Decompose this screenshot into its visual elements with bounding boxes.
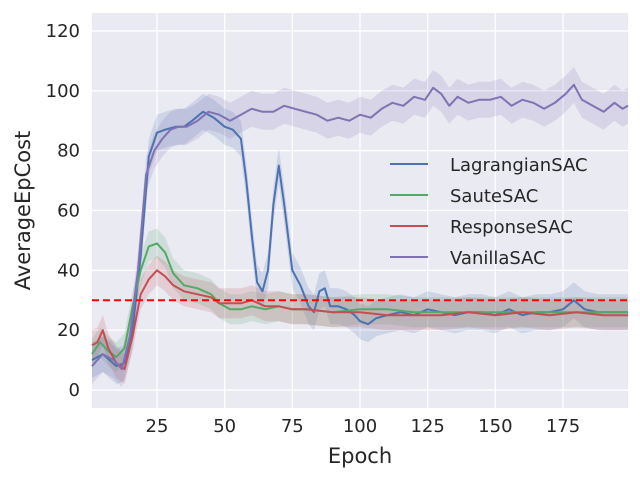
y-tick-label: 120 xyxy=(46,21,80,42)
x-tick-labels: 25 50 75 100 125 150 175 xyxy=(146,416,581,437)
grid xyxy=(92,13,628,408)
legend-label: LagrangianSAC xyxy=(450,155,588,176)
y-tick-label: 0 xyxy=(69,380,80,401)
y-tick-label: 60 xyxy=(57,201,80,222)
y-tick-label: 100 xyxy=(46,81,80,102)
line-responsesac xyxy=(91,269,628,371)
x-tick-label: 175 xyxy=(546,416,580,437)
line-vanillasac xyxy=(91,83,629,371)
y-axis-label: AverageEpCost xyxy=(11,131,35,291)
x-tick-label: 150 xyxy=(478,416,512,437)
x-tick-label: 25 xyxy=(146,416,169,437)
x-tick-label: 125 xyxy=(410,416,444,437)
series-lines xyxy=(91,83,629,371)
legend-label: VanillaSAC xyxy=(450,248,546,269)
legend: LagrangianSAC SauteSAC ResponseSAC VanillaS… xyxy=(390,155,588,269)
y-tick-label: 40 xyxy=(57,260,80,281)
legend-label: ResponseSAC xyxy=(450,217,573,238)
x-tick-label: 75 xyxy=(281,416,304,437)
y-tick-label: 80 xyxy=(57,141,80,162)
y-tick-labels: 0 20 40 60 80 100 120 xyxy=(46,21,80,401)
x-tick-label: 100 xyxy=(343,416,377,437)
x-tick-label: 50 xyxy=(213,416,236,437)
x-axis-label: Epoch xyxy=(328,444,392,468)
band-vanillasac xyxy=(92,66,628,388)
legend-label: SauteSAC xyxy=(450,186,538,207)
y-tick-label: 20 xyxy=(57,320,80,341)
